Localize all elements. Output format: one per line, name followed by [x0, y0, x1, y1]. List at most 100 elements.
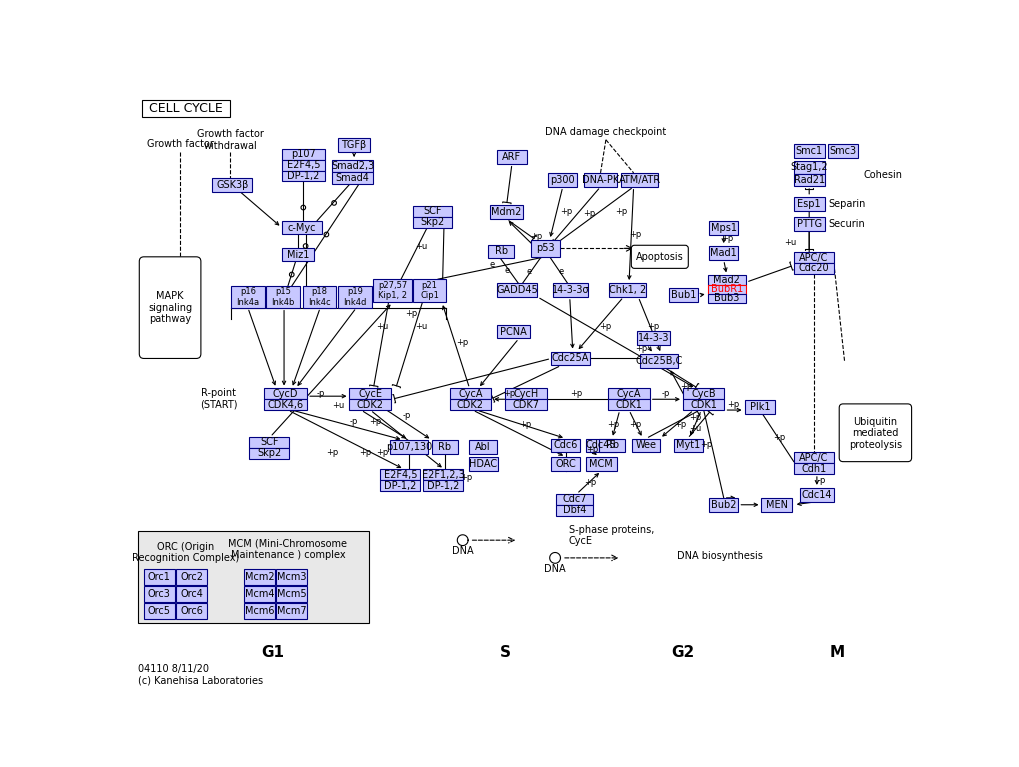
Text: Bub1: Bub1 — [671, 291, 696, 301]
FancyBboxPatch shape — [744, 400, 774, 414]
FancyBboxPatch shape — [668, 288, 698, 302]
FancyBboxPatch shape — [631, 245, 688, 268]
Text: DNA: DNA — [451, 546, 473, 556]
Text: ATM/ATR: ATM/ATR — [619, 175, 660, 185]
Text: +p: +p — [720, 234, 733, 243]
Text: Ubiquitin
mediated
proteolysis: Ubiquitin mediated proteolysis — [848, 416, 901, 449]
Text: DP-1,2: DP-1,2 — [286, 171, 319, 181]
FancyBboxPatch shape — [176, 587, 207, 602]
Text: +p: +p — [614, 207, 627, 216]
FancyBboxPatch shape — [761, 498, 792, 512]
FancyBboxPatch shape — [793, 453, 833, 463]
FancyBboxPatch shape — [621, 173, 657, 186]
FancyBboxPatch shape — [555, 494, 592, 505]
FancyBboxPatch shape — [373, 279, 412, 302]
Text: CDK1: CDK1 — [690, 400, 716, 410]
Text: +u: +u — [784, 238, 796, 247]
Text: ORC (Origin
Recognition Complex): ORC (Origin Recognition Complex) — [131, 542, 238, 563]
FancyBboxPatch shape — [350, 389, 390, 400]
FancyBboxPatch shape — [469, 440, 496, 454]
Text: Orc3: Orc3 — [148, 589, 170, 599]
Text: e: e — [558, 267, 564, 276]
FancyBboxPatch shape — [413, 279, 445, 302]
Text: Cdc20: Cdc20 — [798, 263, 828, 273]
FancyBboxPatch shape — [331, 172, 373, 184]
FancyBboxPatch shape — [793, 197, 823, 211]
Text: G1: G1 — [261, 645, 283, 660]
Text: +p: +p — [325, 448, 337, 457]
Text: Orc4: Orc4 — [180, 589, 203, 599]
Text: CycB: CycB — [691, 389, 715, 399]
FancyBboxPatch shape — [583, 173, 616, 186]
Text: MCM: MCM — [589, 459, 612, 469]
Text: HDAC: HDAC — [469, 459, 497, 469]
Text: G2: G2 — [671, 645, 694, 660]
Text: +p: +p — [635, 344, 647, 353]
Text: 14-3-3: 14-3-3 — [637, 333, 668, 343]
Text: Mcm5: Mcm5 — [277, 589, 307, 599]
Text: PCNA: PCNA — [499, 327, 527, 337]
FancyBboxPatch shape — [793, 161, 823, 173]
Text: CDK2: CDK2 — [357, 400, 383, 410]
Text: Growth factor: Growth factor — [147, 140, 213, 150]
Text: Mad1: Mad1 — [709, 248, 737, 258]
FancyBboxPatch shape — [469, 457, 497, 471]
FancyBboxPatch shape — [585, 439, 616, 453]
Text: ARF: ARF — [502, 152, 521, 162]
FancyBboxPatch shape — [281, 248, 314, 262]
Text: MCM (Mini-Chromosome
Maintenance ) complex: MCM (Mini-Chromosome Maintenance ) compl… — [228, 538, 347, 560]
FancyBboxPatch shape — [264, 389, 307, 400]
FancyBboxPatch shape — [639, 354, 678, 367]
Text: Cdc6: Cdc6 — [553, 440, 578, 450]
Text: +p: +p — [503, 390, 516, 398]
Text: e: e — [526, 267, 531, 276]
FancyBboxPatch shape — [598, 439, 625, 453]
Text: +p: +p — [582, 209, 594, 218]
Text: +p: +p — [646, 322, 658, 331]
Text: p16
Ink4a: p16 Ink4a — [236, 287, 259, 307]
Text: +p: +p — [585, 445, 597, 454]
FancyBboxPatch shape — [138, 531, 369, 624]
FancyBboxPatch shape — [176, 569, 207, 585]
Text: GSK3β: GSK3β — [216, 180, 249, 190]
FancyBboxPatch shape — [708, 222, 738, 235]
FancyBboxPatch shape — [504, 400, 546, 410]
FancyBboxPatch shape — [212, 178, 253, 193]
FancyBboxPatch shape — [488, 245, 514, 258]
Text: Stag1,2: Stag1,2 — [790, 163, 827, 173]
FancyBboxPatch shape — [281, 170, 324, 181]
Text: PTTG: PTTG — [796, 219, 821, 229]
Text: p21
Cip1: p21 Cip1 — [420, 281, 438, 301]
Text: -p: -p — [817, 476, 825, 485]
FancyBboxPatch shape — [683, 400, 723, 410]
FancyBboxPatch shape — [547, 173, 577, 186]
Text: p107,130: p107,130 — [385, 442, 431, 452]
Text: +u: +u — [375, 322, 387, 331]
Text: S-phase proteins,
CycE: S-phase proteins, CycE — [569, 525, 653, 546]
Text: +p: +p — [359, 448, 371, 457]
FancyBboxPatch shape — [708, 498, 738, 512]
Text: +p: +p — [405, 309, 417, 318]
FancyBboxPatch shape — [380, 469, 420, 480]
FancyBboxPatch shape — [793, 252, 833, 263]
Text: +u: +u — [331, 401, 343, 410]
Text: Esp1: Esp1 — [797, 199, 820, 209]
FancyBboxPatch shape — [244, 569, 274, 585]
FancyBboxPatch shape — [839, 404, 911, 462]
Text: Orc1: Orc1 — [148, 572, 170, 582]
Text: DNA biosynthesis: DNA biosynthesis — [676, 551, 762, 561]
Text: 14-3-3σ: 14-3-3σ — [551, 285, 589, 295]
Text: p15
Ink4b: p15 Ink4b — [271, 287, 294, 307]
Text: +p: +p — [680, 382, 692, 390]
FancyBboxPatch shape — [350, 400, 390, 410]
Text: Apoptosis: Apoptosis — [635, 252, 683, 262]
Text: -p: -p — [348, 417, 358, 426]
Text: Abl: Abl — [475, 442, 490, 452]
Text: Chk1, 2: Chk1, 2 — [608, 285, 645, 295]
Text: DNA damage checkpoint: DNA damage checkpoint — [545, 127, 665, 137]
FancyBboxPatch shape — [531, 240, 559, 257]
Text: +p: +p — [369, 417, 381, 426]
Text: Smc1: Smc1 — [795, 146, 822, 156]
Text: Skp2: Skp2 — [257, 448, 281, 458]
Text: +p: +p — [727, 400, 739, 409]
